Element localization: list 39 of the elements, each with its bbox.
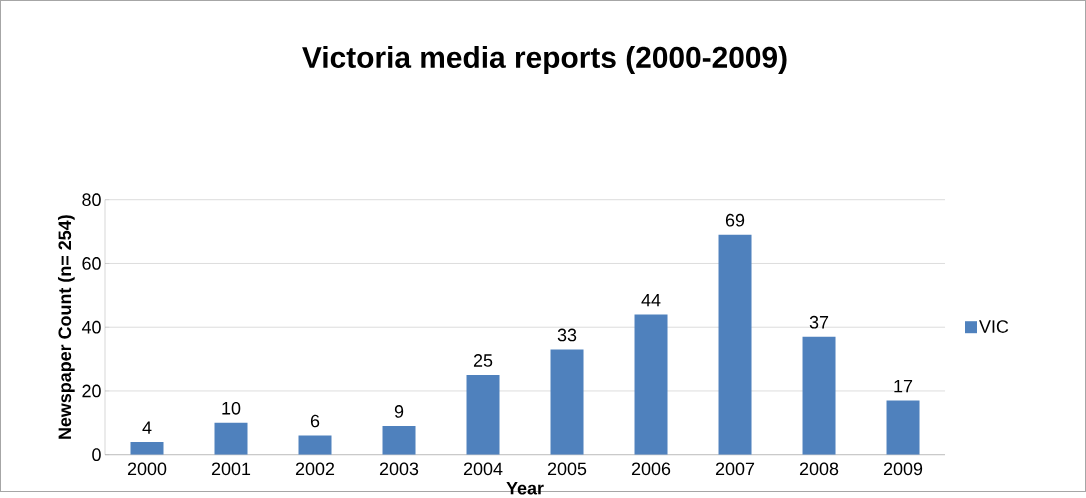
- chart-title: Victoria media reports (2000-2009): [302, 46, 787, 74]
- y-tick-label: 20: [82, 384, 101, 398]
- data-label: 6: [310, 414, 320, 428]
- x-tick-label: 2005: [547, 462, 587, 476]
- y-tick-label: 80: [82, 193, 101, 207]
- data-label: 9: [394, 405, 404, 418]
- x-tick-label: 2002: [295, 462, 335, 476]
- legend-label: VIC: [979, 320, 1009, 333]
- data-label: 4: [142, 421, 152, 434]
- bar: [466, 375, 500, 455]
- x-tick-label: 2001: [211, 462, 251, 476]
- bar: [298, 435, 332, 455]
- x-tick-label: 2008: [799, 462, 839, 476]
- x-axis-title: Year: [506, 482, 544, 495]
- x-tick-label: 2006: [631, 462, 671, 476]
- y-tick-label: 0: [92, 448, 101, 462]
- bar: [802, 336, 836, 455]
- bar: [550, 349, 584, 455]
- bar: [382, 426, 416, 455]
- x-tick-label: 2007: [715, 462, 755, 476]
- bar: [886, 400, 920, 455]
- data-label: 37: [809, 315, 829, 329]
- bar: [718, 234, 752, 455]
- data-label: 25: [473, 354, 493, 367]
- data-label: 44: [641, 293, 661, 307]
- x-tick-label: 2003: [379, 462, 419, 476]
- data-label: 17: [894, 380, 913, 393]
- bar: [130, 442, 164, 455]
- data-label: 69: [725, 213, 745, 227]
- x-tick-label: 2000: [127, 462, 167, 476]
- y-axis-title: Newspaper Count (n= 254): [57, 215, 75, 439]
- bar: [214, 422, 248, 455]
- y-tick-label: 40: [81, 320, 101, 334]
- data-label: 33: [557, 328, 577, 342]
- bar: [634, 314, 668, 455]
- data-label: 10: [222, 402, 241, 415]
- x-tick-label: 2009: [883, 462, 923, 476]
- x-tick-label: 2004: [463, 462, 503, 476]
- y-tick-label: 60: [82, 257, 101, 270]
